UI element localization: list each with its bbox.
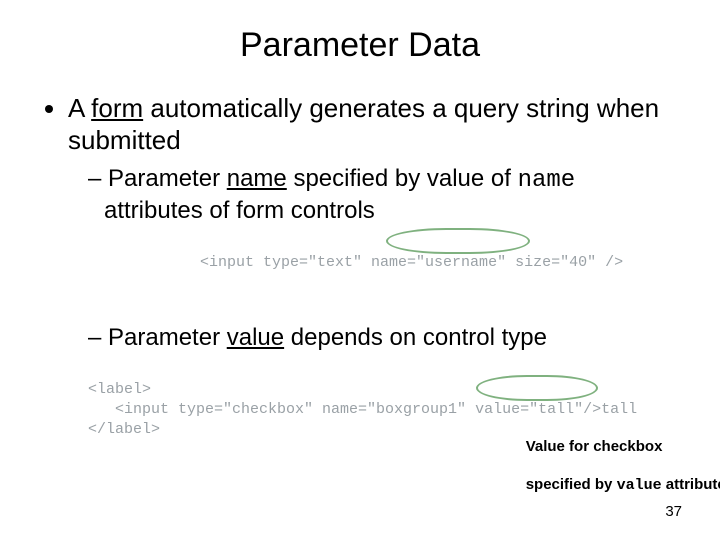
sub-1-pre: Parameter — [108, 165, 227, 192]
callout-text: Value for checkbox specified by value at… — [484, 419, 720, 514]
callout-line-2-post: attribute — [662, 476, 720, 493]
bullet-1: A form automatically generates a query s… — [68, 93, 680, 501]
sub-1: Parameter name specified by value of nam… — [88, 164, 680, 226]
bullet-1-pre: A — [68, 93, 91, 123]
sub-list-2: Parameter value depends on control type — [68, 323, 680, 353]
bullet-list: A form automatically generates a query s… — [48, 93, 680, 501]
sub-2-pre: Parameter — [108, 324, 227, 351]
code-1-text: <input type="text" name="username" size=… — [200, 254, 623, 271]
sub-2-post: depends on control type — [284, 324, 547, 351]
sub-2: Parameter value depends on control type — [88, 323, 680, 353]
sub-1-code: name — [518, 167, 576, 194]
callout-line-1: Value for checkbox — [526, 438, 663, 455]
slide: Parameter Data A form automatically gene… — [0, 0, 720, 540]
sub-1-name: name — [227, 165, 287, 192]
highlight-ellipse-2 — [476, 375, 598, 401]
code-2-l2: <input type="checkbox" name="boxgroup1" … — [88, 401, 637, 418]
code-2-l1: <label> — [88, 381, 151, 398]
sub-1-post: attributes of form controls — [104, 197, 375, 224]
slide-title: Parameter Data — [40, 26, 680, 65]
sub-2-value: value — [227, 324, 284, 351]
callout-line-2-code: value — [617, 477, 662, 494]
code-2-l3: </label> — [88, 421, 160, 438]
code-example-2: <label> <input type="checkbox" name="box… — [88, 359, 680, 501]
code-example-1: <input type="text" name="username" size=… — [128, 232, 680, 313]
callout-line-2-pre: specified by — [526, 476, 617, 493]
bullet-1-post: automatically generates a query string w… — [68, 93, 659, 155]
page-number: 37 — [665, 503, 682, 520]
highlight-ellipse-1 — [386, 228, 530, 254]
sub-list: Parameter name specified by value of nam… — [68, 164, 680, 226]
bullet-1-form: form — [91, 93, 143, 123]
sub-1-mid: specified by value of — [287, 165, 518, 192]
